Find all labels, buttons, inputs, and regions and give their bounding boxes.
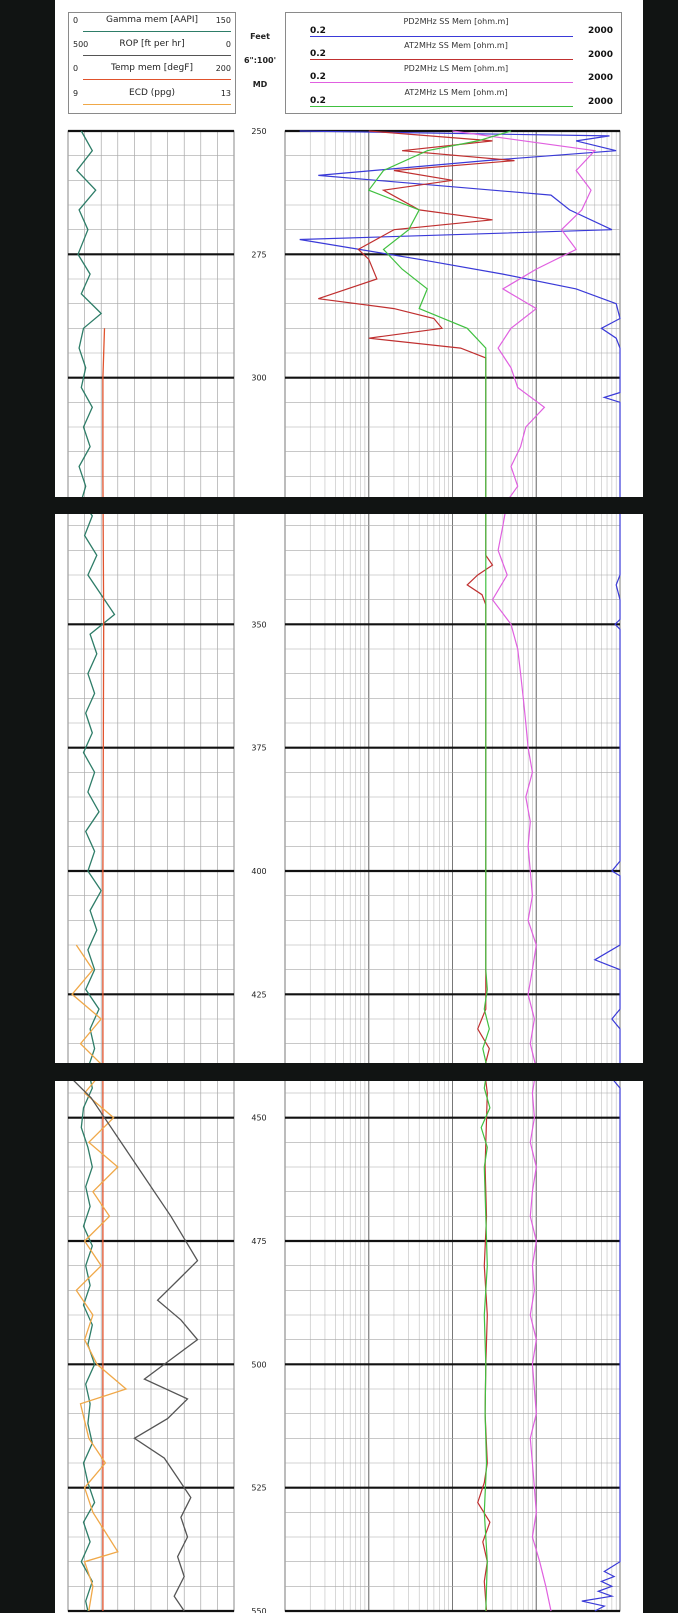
curve-gamma: [76, 130, 116, 1612]
legend-swatch-pd2-ls: [310, 82, 573, 83]
legend-min: 0: [73, 64, 79, 73]
legend-max: 2000: [587, 26, 613, 36]
legend-swatch-at2-ls: [310, 106, 573, 107]
legend-max: 0: [225, 40, 231, 49]
left-legend: 0 Gamma mem [AAPI] 150 500 ROP [ft per h…: [68, 12, 236, 114]
legend-name: PD2MHz SS Mem [ohm.m]: [403, 17, 509, 26]
depth-tick-label: 450: [251, 1114, 266, 1123]
depth-tick-label: 400: [251, 867, 266, 876]
legend-swatch-at2-ss: [310, 59, 573, 60]
legend-name: PD2MHz LS Mem [ohm.m]: [403, 64, 509, 73]
curve-temp: [102, 328, 106, 1611]
depth-tick-label: 350: [251, 620, 266, 629]
legend-min: 0.2: [310, 72, 326, 82]
legend-max: 200: [215, 64, 231, 73]
legend-swatch-gamma: [83, 31, 231, 32]
depth-type-label: MD: [252, 80, 268, 89]
depth-tick-label: 500: [251, 1360, 266, 1369]
legend-max: 13: [220, 89, 231, 98]
page-separator: [40, 497, 678, 514]
curve-pd2mhz-ls: [452, 130, 597, 1612]
legend-max: 2000: [587, 73, 613, 83]
page-separator: [40, 1063, 678, 1081]
depth-unit-label: Feet: [250, 32, 270, 41]
depth-tick-label: 375: [251, 744, 266, 753]
legend-name: Temp mem [degF]: [111, 63, 193, 73]
depth-tick-label: 250: [251, 127, 266, 136]
legend-min: 9: [73, 89, 79, 98]
legend-min: 0: [73, 16, 79, 25]
legend-name: Gamma mem [AAPI]: [106, 15, 198, 25]
legend-name: AT2MHz LS Mem [ohm.m]: [404, 88, 508, 97]
legend-max: 2000: [587, 50, 613, 60]
resistivity-legend: 0.2 PD2MHz SS Mem [ohm.m] 2000 0.2 AT2MH…: [285, 12, 622, 114]
legend-min: 0.2: [310, 96, 326, 106]
curve-rop: [70, 1077, 199, 1612]
legend-max: 150: [215, 16, 231, 25]
legend-name: ROP [ft per hr]: [119, 39, 185, 49]
depth-tick-label: 550: [251, 1607, 266, 1613]
legend-min: 0.2: [310, 49, 326, 59]
legend-min: 0.2: [310, 26, 326, 36]
curve-pd2mhz-ss: [299, 130, 621, 1612]
legend-swatch-pd2-ss: [310, 36, 573, 37]
legend-name: AT2MHz SS Mem [ohm.m]: [404, 41, 508, 50]
legend-name: ECD (ppg): [129, 88, 175, 98]
depth-tick-label: 300: [251, 374, 266, 383]
log-paper: [55, 0, 643, 1613]
depth-scale-label: 6":100': [243, 56, 277, 65]
legend-max: 2000: [587, 97, 613, 107]
depth-tick-label: 525: [251, 1484, 266, 1493]
legend-min: 500: [73, 40, 89, 49]
depth-tick-label: 475: [251, 1237, 266, 1246]
curve-at2mhz-ls: [367, 130, 512, 1612]
legend-swatch-temp: [83, 79, 231, 80]
depth-tick-label: 275: [251, 250, 266, 259]
legend-swatch-ecd: [83, 104, 231, 105]
depth-tick-label: 425: [251, 990, 266, 999]
legend-swatch-rop: [83, 55, 231, 56]
curve-ecd: [71, 944, 128, 1612]
